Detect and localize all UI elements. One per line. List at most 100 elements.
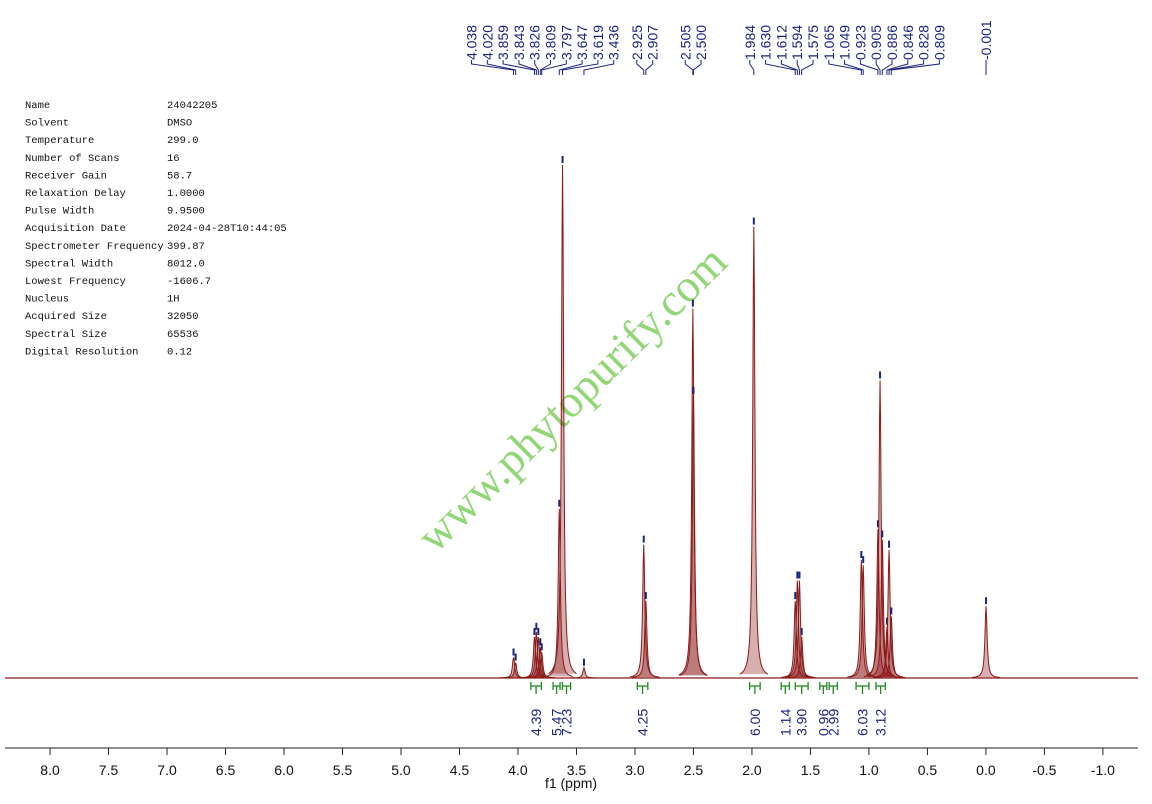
peak-label: 0.905	[868, 25, 884, 60]
peak	[527, 652, 556, 679]
integral-label: 7.23	[559, 709, 575, 736]
peak-label: 1.575	[805, 25, 821, 60]
param-value: 299.0	[167, 135, 199, 147]
param-value: 58.7	[167, 170, 192, 182]
integral-bracket	[552, 682, 561, 694]
integral-bracket	[530, 682, 543, 694]
x-tick-label: 5.0	[391, 762, 411, 778]
integral-bracket	[855, 682, 870, 694]
param-value: -1606.7	[167, 276, 211, 288]
x-tick-label: 1.5	[801, 762, 821, 778]
peak-connector	[692, 60, 702, 75]
peak-label: 2.907	[645, 25, 661, 60]
x-tick-label: 1.0	[859, 762, 879, 778]
param-value: DMSO	[167, 118, 192, 130]
peak-connector	[645, 60, 654, 75]
peak-label: 2.925	[629, 25, 645, 60]
peak-label: 1.065	[821, 25, 837, 60]
peak-connector	[749, 60, 755, 75]
peak	[679, 395, 708, 677]
integral-label: 4.39	[528, 709, 544, 736]
param-name: Acquired Size	[25, 311, 107, 323]
param-name: Digital Resolution	[25, 346, 138, 358]
peak-connector	[890, 60, 940, 75]
peak-connector	[636, 60, 645, 75]
watermark: www.phytopurify.com	[407, 235, 737, 562]
peak-connector	[583, 60, 615, 75]
peak-label: 3.647	[574, 25, 590, 60]
peak-connector	[886, 60, 909, 75]
param-value: 65536	[167, 329, 199, 341]
peak	[569, 666, 598, 679]
param-value: 24042205	[167, 100, 217, 112]
peak-connector	[486, 60, 517, 75]
peak-connector	[562, 60, 599, 75]
param-value: 0.12	[167, 346, 192, 358]
integral-bracket	[748, 682, 761, 694]
integral-bracket	[828, 682, 838, 694]
param-value: 8012.0	[167, 258, 205, 270]
integral-bracket	[875, 682, 886, 694]
param-value: 1.0000	[167, 188, 205, 200]
integral-bracket	[636, 682, 649, 694]
peak-connector	[888, 60, 925, 75]
peak-connector	[765, 60, 796, 75]
param-name: Temperature	[25, 135, 94, 147]
peak-label: 0.846	[900, 25, 916, 60]
peak-label: 3.619	[590, 25, 606, 60]
peak-label: 0.809	[931, 25, 947, 60]
x-tick-label: -0.5	[1032, 762, 1056, 778]
peak-label: 0.886	[884, 25, 900, 60]
peak-label: 3.797	[558, 25, 574, 60]
param-name: Number of Scans	[25, 153, 120, 165]
x-tick-label: 7.0	[157, 762, 177, 778]
x-tick-label: 6.0	[274, 762, 294, 778]
peak-connector	[541, 60, 567, 75]
x-tick-label: 3.0	[625, 762, 645, 778]
peak-label: 2.500	[693, 25, 709, 60]
integral-label: 5.47	[549, 709, 565, 736]
param-name: Spectrometer Frequency	[25, 241, 164, 253]
peak-connector	[684, 60, 694, 75]
peak	[787, 636, 816, 679]
peak-connector	[881, 60, 893, 75]
peak-connector	[780, 60, 798, 75]
param-name: Spectral Width	[25, 258, 113, 270]
x-tick-label: 0.5	[918, 762, 938, 778]
peak-label: 3.436	[606, 25, 622, 60]
x-tick-label: 8.0	[40, 762, 60, 778]
param-value: 399.87	[167, 241, 205, 253]
param-value: 32050	[167, 311, 199, 323]
peak-label: 1.594	[789, 25, 805, 60]
peak	[785, 580, 814, 678]
integral-label: 1.14	[777, 709, 793, 736]
x-tick-label: 0.0	[976, 762, 996, 778]
param-name: Nucleus	[25, 294, 69, 306]
integral-label: 6.00	[747, 709, 763, 736]
peak-label: -0.001	[978, 20, 994, 60]
x-tick-label: 7.5	[99, 762, 119, 778]
peak	[865, 380, 895, 676]
peak-label: 0.828	[916, 25, 932, 60]
peak-connector	[534, 60, 539, 75]
param-name: Spectral Size	[25, 329, 107, 341]
x-axis-label: f1 (ppm)	[545, 775, 597, 791]
peak-connector	[796, 60, 800, 75]
x-tick-label: -1.0	[1091, 762, 1115, 778]
peak-connector	[801, 60, 814, 75]
peak-connector	[471, 60, 515, 75]
peak-label: 3.859	[495, 25, 511, 60]
peak	[971, 606, 1001, 678]
x-tick-label: 2.5	[684, 762, 704, 778]
peak-connector	[539, 60, 552, 75]
peak-connector	[859, 60, 879, 75]
peak	[501, 662, 530, 679]
param-name: Pulse Width	[25, 206, 94, 218]
peak-label: 1.612	[773, 25, 789, 60]
param-name: Relaxation Delay	[25, 188, 126, 200]
x-tick-label: 3.5	[567, 762, 587, 778]
peak-label: 1.049	[837, 25, 853, 60]
integral-bracket	[780, 682, 791, 694]
integral-label: 0.96	[815, 709, 831, 736]
